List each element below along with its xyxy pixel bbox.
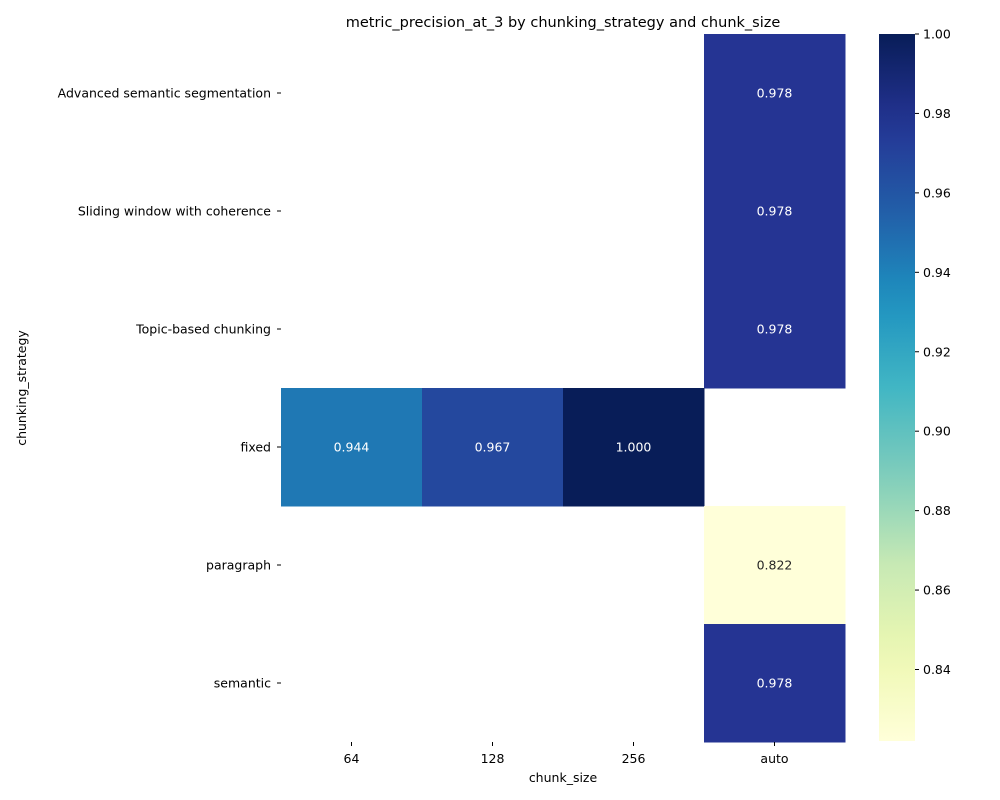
cell-value-label: 0.978 [757, 676, 793, 691]
cell-value-label: 0.978 [757, 322, 793, 337]
colorbar-tick-label: 0.92 [923, 344, 951, 359]
x-axis-label: chunk_size [529, 770, 598, 785]
y-axis-label: chunking_strategy [14, 330, 29, 446]
colorbar: 0.84 0.86 0.88 0.90 0.92 0.94 0.96 0.98 1.00 [879, 27, 951, 741]
heatmap-cell [704, 506, 846, 625]
colorbar-tick-label: 0.98 [923, 106, 951, 121]
colorbar-tick-label: 1.00 [923, 27, 951, 42]
heatmap-cell [704, 152, 846, 271]
heatmap-cells: 0.978 0.978 0.978 0.944 0.967 1.000 0.822 0.978 [281, 34, 846, 743]
colorbar-tick-label: 0.94 [923, 265, 951, 280]
y-tick-label: paragraph [206, 558, 271, 573]
y-tick-label: Topic-based chunking [135, 322, 271, 337]
colorbar-gradient [879, 34, 915, 741]
chart-title: metric_precision_at_3 by chunking_strate… [346, 15, 781, 31]
y-tick-label: fixed [240, 440, 271, 455]
colorbar-tick-label: 0.96 [923, 185, 951, 200]
colorbar-tick-label: 0.84 [923, 662, 951, 677]
colorbar-tick-label: 0.86 [923, 583, 951, 598]
x-tick-label: 64 [344, 751, 360, 766]
cell-value-label: 0.978 [757, 86, 793, 101]
heatmap-cell [281, 388, 423, 507]
heatmap-cell [704, 34, 846, 153]
x-tick-label: 256 [622, 751, 646, 766]
cell-value-label: 0.822 [757, 558, 793, 573]
cell-value-label: 0.967 [475, 440, 511, 455]
cell-value-label: 0.944 [334, 440, 370, 455]
y-tick-label: Advanced semantic segmentation [58, 86, 271, 101]
x-tick-label: auto [760, 751, 788, 766]
heatmap-cell [704, 270, 846, 389]
y-tick-label: semantic [214, 676, 271, 691]
heatmap-cell [563, 388, 705, 507]
y-tick-label: Sliding window with coherence [78, 204, 271, 219]
heatmap-cell [422, 388, 564, 507]
x-tick-label: 128 [481, 751, 505, 766]
x-axis-ticks: 64 128 256 auto [344, 742, 789, 766]
colorbar-tick-label: 0.88 [923, 503, 951, 518]
cell-value-label: 0.978 [757, 204, 793, 219]
y-axis-ticks: Advanced semantic segmentation Sliding wi… [58, 86, 281, 691]
heatmap-cell [704, 624, 846, 743]
colorbar-tick-label: 0.90 [923, 424, 951, 439]
cell-value-label: 1.000 [616, 440, 652, 455]
